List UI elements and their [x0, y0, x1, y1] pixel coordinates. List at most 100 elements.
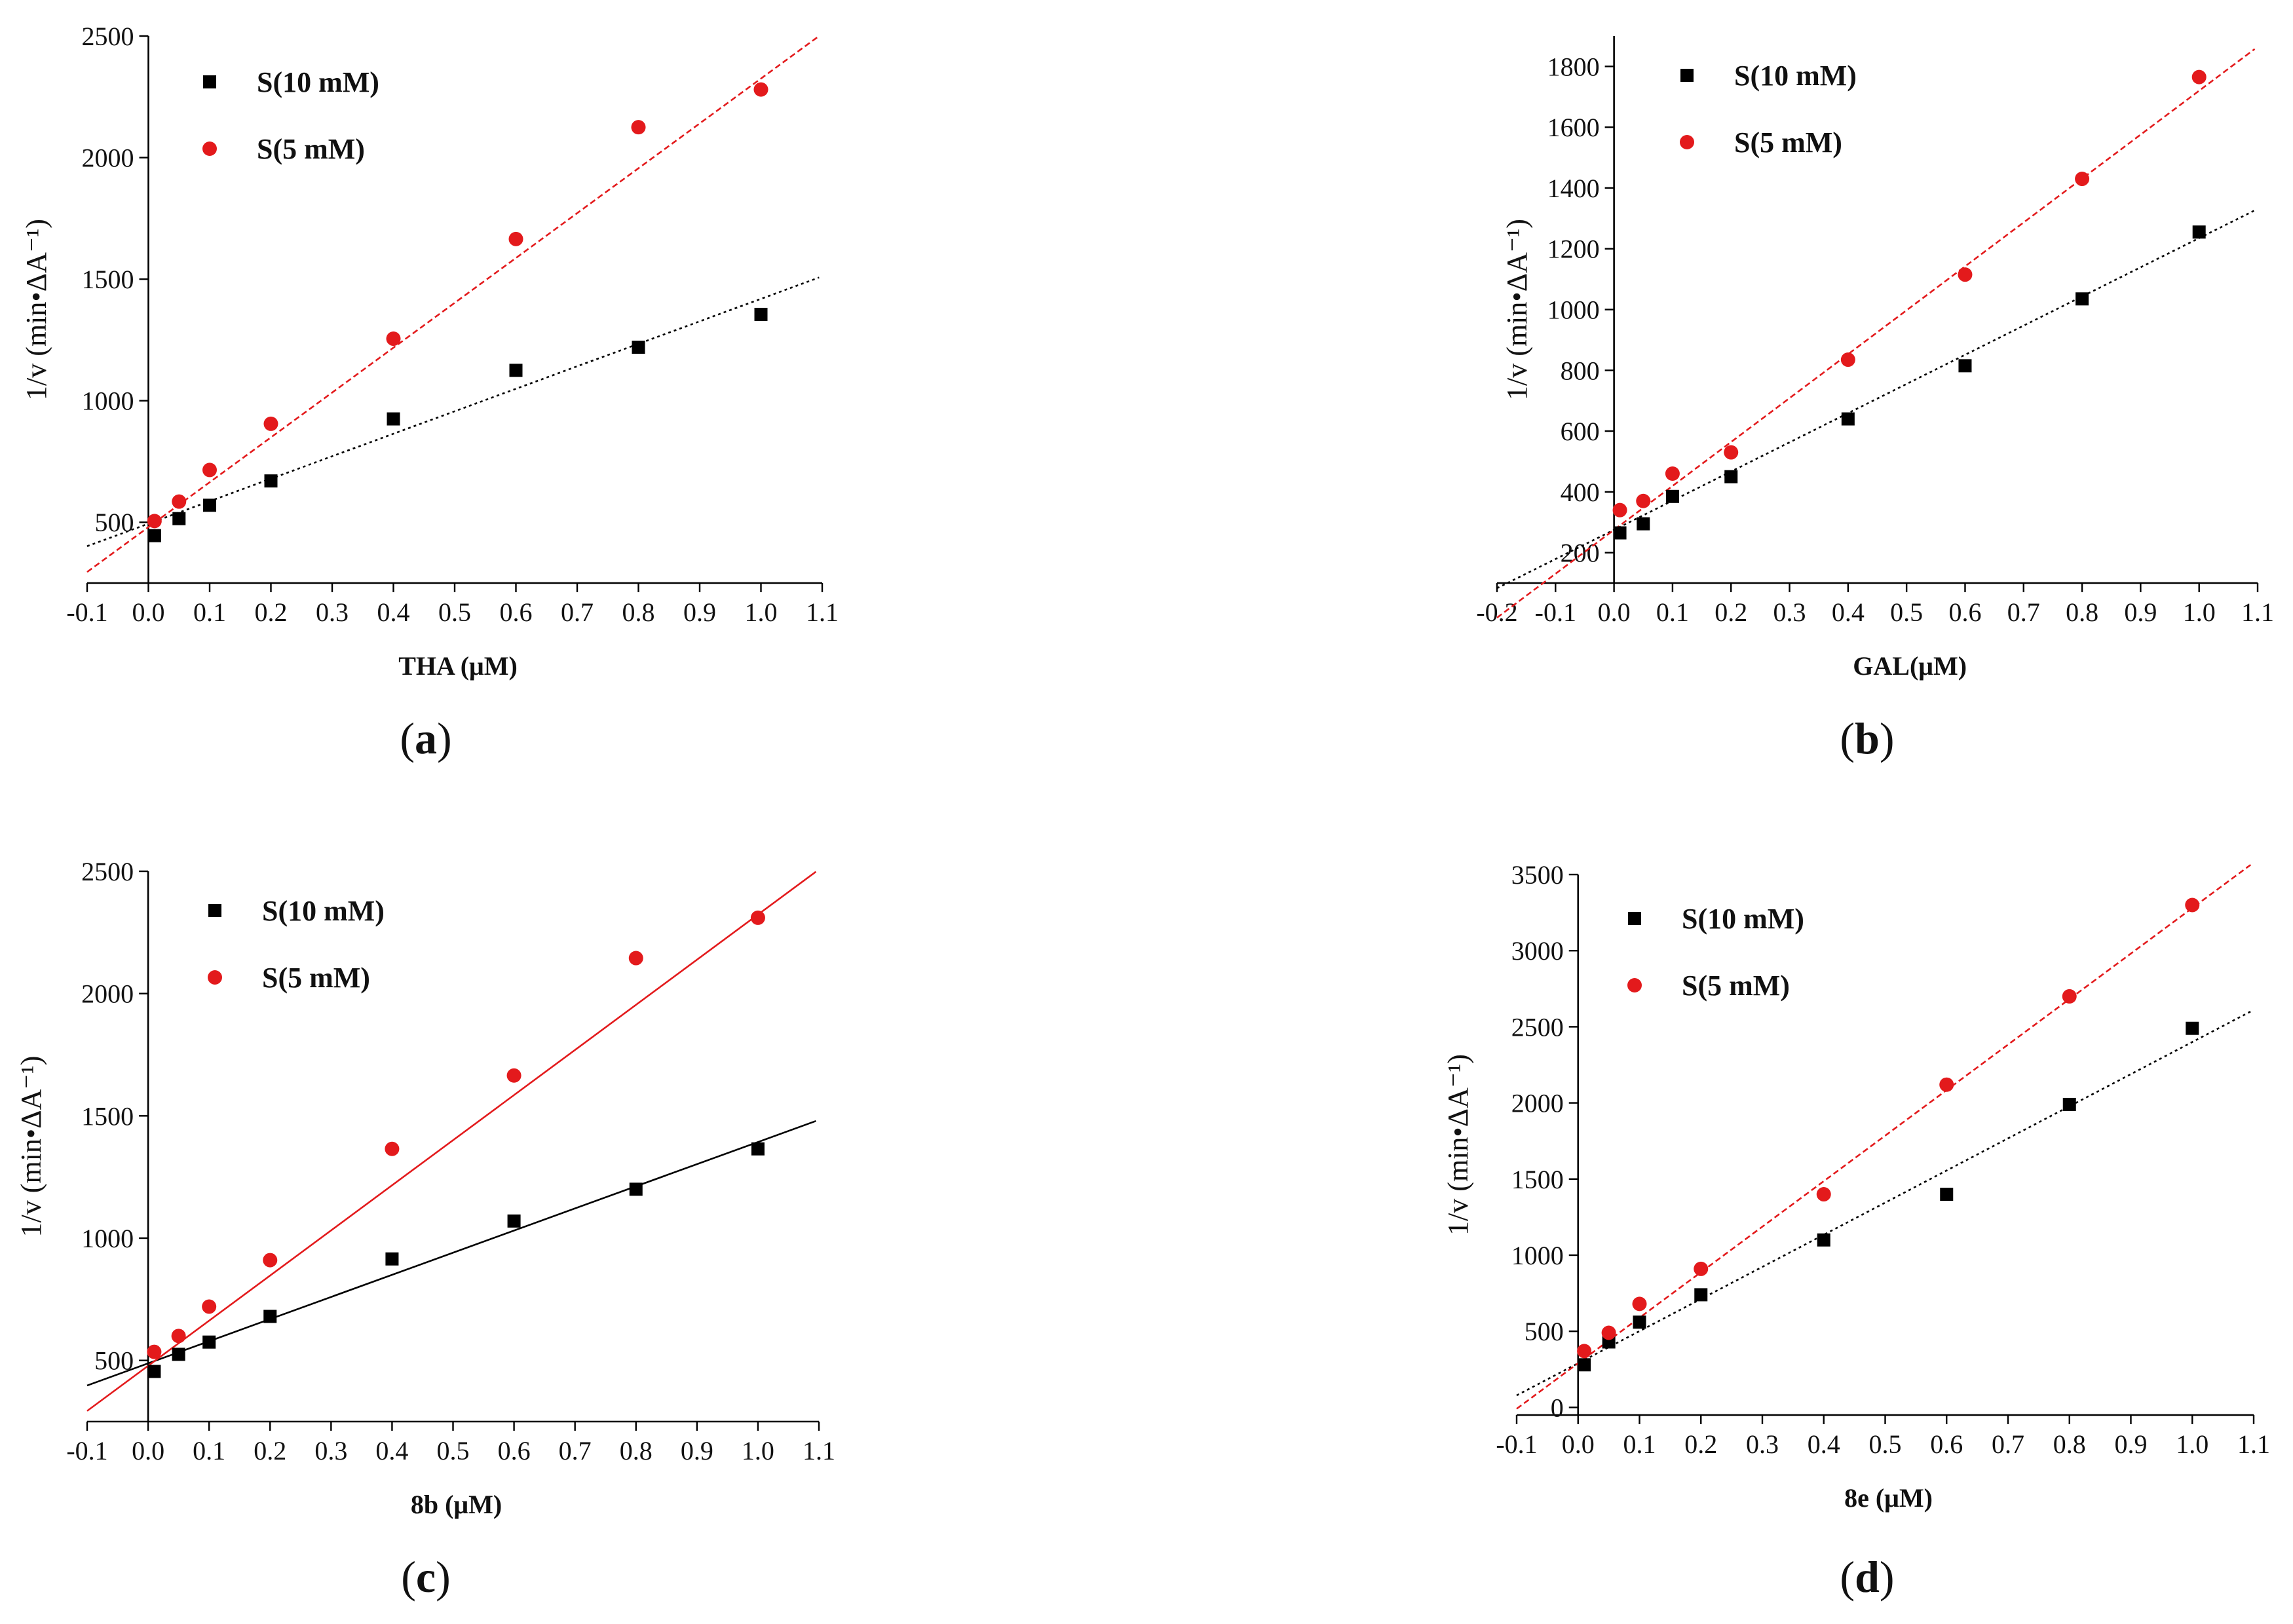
legend-marker-s5mm [202, 142, 217, 156]
data-point-s10mm [1613, 526, 1627, 540]
legend-label: S(10 mM) [1682, 903, 1804, 935]
x-tick-label: 0.6 [500, 597, 533, 627]
x-tick-label: 0.9 [2115, 1429, 2148, 1459]
y-tick-label: 1000 [81, 1224, 134, 1253]
x-tick-label: 0.8 [2066, 597, 2098, 627]
x-axis-title: 8e (μM) [1844, 1483, 1933, 1513]
legend-label: S(10 mM) [262, 895, 385, 927]
x-tick-label: 0.5 [1890, 597, 1923, 627]
x-tick-label: 0.5 [437, 1436, 470, 1465]
y-tick-label: 1200 [1547, 235, 1600, 264]
data-point-s5mm [263, 416, 278, 431]
x-tick-label: 0.0 [132, 1436, 164, 1465]
fit-line-s10mm [86, 276, 820, 547]
y-tick-label: 600 [1561, 417, 1600, 446]
legend-label: S(10 mM) [257, 66, 379, 98]
chart-panel-b: -0.2 -0.1 0.0 0.1 0.2 0.3 0.4 0.5 0.6 0.7 0.8 0.9 1.… [1476, 36, 2274, 763]
data-point-s5mm [147, 1344, 162, 1359]
legend-label: S(5 mM) [1734, 126, 1842, 159]
y-axis-title: 1/v (min•ΔA⁻¹) [1501, 219, 1533, 400]
data-point-s5mm [631, 120, 646, 135]
fit-line-s5mm [86, 35, 820, 573]
panel-label: (d) [1840, 1552, 1894, 1602]
x-tick-label: 0.3 [1746, 1429, 1779, 1459]
y-tick-label: 1500 [82, 265, 134, 294]
data-point-s10mm [754, 307, 768, 321]
y-tick-label: 1000 [82, 387, 134, 416]
x-tick-label: -0.1 [1496, 1429, 1537, 1459]
data-point-s5mm [2191, 69, 2207, 85]
data-point-s10mm [2186, 1021, 2199, 1035]
data-point-s5mm [628, 951, 643, 966]
x-tick-label: 1.0 [742, 1436, 774, 1465]
x-tick-label: 0.9 [683, 597, 716, 627]
data-point-s5mm [2185, 897, 2200, 913]
x-tick-label: 1.0 [745, 597, 778, 627]
y-tick-label: 1500 [81, 1101, 134, 1131]
data-point-s5mm [2075, 172, 2090, 187]
data-point-s5mm [386, 331, 401, 347]
y-tick-label: 1500 [1511, 1165, 1564, 1194]
x-tick-label: 0.7 [2007, 597, 2040, 627]
data-point-s10mm [387, 412, 400, 426]
x-tick-label: 0.7 [559, 1436, 592, 1465]
y-tick-label: 3500 [1511, 860, 1564, 890]
data-point-s5mm [385, 1141, 400, 1156]
y-tick-label: 1400 [1547, 174, 1600, 203]
data-point-s10mm [1958, 359, 1972, 373]
data-point-s10mm [509, 364, 523, 377]
y-axis-title: 1/v (min•ΔA⁻¹) [1442, 1054, 1474, 1236]
data-point-s10mm [2062, 1097, 2076, 1111]
y-tick-label: 500 [1525, 1317, 1564, 1346]
y-tick-label: 1000 [1547, 295, 1600, 325]
x-tick-label: -0.2 [1476, 597, 1517, 627]
panel-label-open: ( [1840, 713, 1855, 763]
x-tick-label: 0.2 [254, 1436, 286, 1465]
x-tick-label: 0.1 [193, 597, 226, 627]
x-tick-label: 0.8 [620, 1436, 653, 1465]
fit-line-s5mm [86, 871, 817, 1412]
panel-label-letter: a [415, 713, 437, 763]
data-point-s5mm [172, 494, 187, 509]
data-point-s5mm [1577, 1344, 1592, 1359]
legend-label: S(5 mM) [262, 962, 370, 994]
y-tick-label: 1000 [1511, 1241, 1564, 1270]
data-point-s10mm [1817, 1233, 1830, 1247]
data-point-s5mm [1939, 1077, 1954, 1092]
data-point-s5mm [753, 82, 768, 97]
panel-label-letter: b [1855, 713, 1880, 763]
x-axis-title: GAL(μM) [1853, 651, 1967, 681]
legend-label: S(5 mM) [1682, 970, 1790, 1002]
y-tick-label: 400 [1561, 478, 1600, 507]
x-tick-label: 0.6 [1930, 1429, 1963, 1459]
data-point-s10mm [1694, 1288, 1708, 1302]
y-tick-label: 1600 [1547, 113, 1600, 142]
data-point-s10mm [202, 1335, 216, 1349]
x-tick-label: -0.1 [66, 1436, 107, 1465]
data-point-s5mm [1665, 466, 1680, 481]
data-point-s5mm [1724, 445, 1739, 460]
y-tick-label: 2000 [81, 979, 134, 1009]
y-tick-label: 2000 [1511, 1089, 1564, 1118]
data-point-s5mm [1840, 352, 1855, 368]
fit-line-s10mm [86, 1120, 816, 1387]
y-tick-label: 2500 [81, 857, 134, 886]
x-tick-label: 0.9 [681, 1436, 713, 1465]
panel-label-close: ) [1880, 713, 1895, 763]
x-tick-label: 0.2 [255, 597, 288, 627]
x-tick-label: 0.1 [1623, 1429, 1656, 1459]
x-axis-title: THA (μM) [398, 651, 518, 681]
data-point-s10mm [632, 341, 645, 354]
x-tick-label: 0.6 [1948, 597, 1981, 627]
data-point-s5mm [1632, 1296, 1647, 1312]
panel-label: (b) [1840, 713, 1894, 763]
x-tick-label: 0.8 [622, 597, 655, 627]
legend-marker-s10mm [203, 75, 216, 88]
data-point-s10mm [1578, 1358, 1591, 1372]
data-point-s5mm [1958, 267, 1973, 282]
data-point-s10mm [172, 1348, 185, 1361]
data-point-s5mm [171, 1329, 186, 1344]
x-tick-label: 0.3 [1773, 597, 1806, 627]
panel-label-close: ) [436, 1552, 451, 1602]
legend-marker-s5mm [1627, 978, 1642, 992]
